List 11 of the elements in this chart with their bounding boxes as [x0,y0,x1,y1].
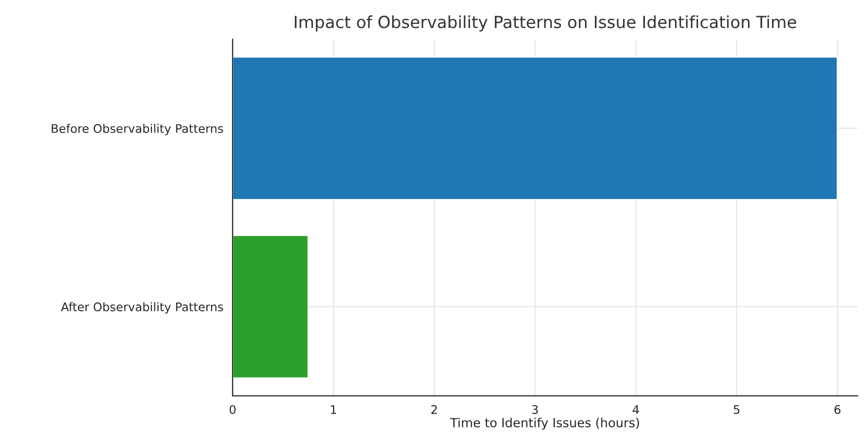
x-tick-label: 4 [632,405,639,414]
x-tick-label: 6 [834,405,840,414]
x-tick-label: 3 [532,405,538,414]
x-tick-label: 5 [734,405,740,414]
x-tick-label: 0 [230,405,236,414]
chart-title: Impact of Observability Patterns on Issue Identification Time [294,15,796,32]
x-tick-label: 1 [330,405,336,414]
y-tick-label: After Observability Patterns [60,302,224,314]
y-tick-label: Before Observability Patterns [52,124,224,136]
x-tick-label: 2 [431,405,437,414]
x-axis-title: Time to Identify Issues (hours) [450,418,640,430]
